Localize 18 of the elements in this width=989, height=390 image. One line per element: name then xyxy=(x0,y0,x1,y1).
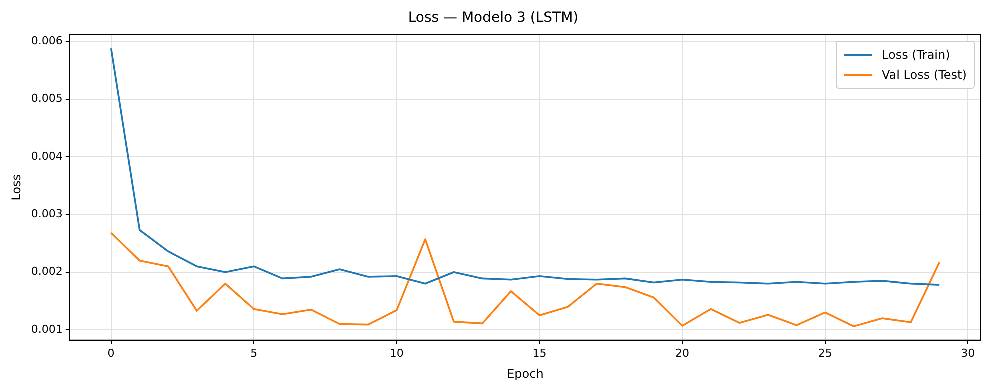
y-axis-title: Loss xyxy=(9,174,24,201)
chart-title: Loss — Modelo 3 (LSTM) xyxy=(408,10,579,26)
y-tick-label: 0.003 xyxy=(31,208,63,221)
y-tick-label: 0.006 xyxy=(31,34,63,48)
y-tick-label: 0.001 xyxy=(31,322,63,336)
x-tick-label: 5 xyxy=(250,346,258,360)
legend-label: Val Loss (Test) xyxy=(882,66,967,84)
x-tick-label: 0 xyxy=(108,346,115,360)
y-tick-label: 0.004 xyxy=(31,150,63,163)
x-tick-label: 30 xyxy=(961,346,976,360)
x-tick-label: 25 xyxy=(818,346,832,360)
x-axis-title: Epoch xyxy=(507,366,544,381)
legend-label: Loss (Train) xyxy=(882,46,950,64)
x-tick-label: 20 xyxy=(676,346,690,360)
y-tick-label: 0.005 xyxy=(31,92,63,106)
x-tick-label: 15 xyxy=(532,346,547,360)
y-tick-label: 0.002 xyxy=(31,265,63,278)
x-tick-label: 10 xyxy=(390,346,404,360)
